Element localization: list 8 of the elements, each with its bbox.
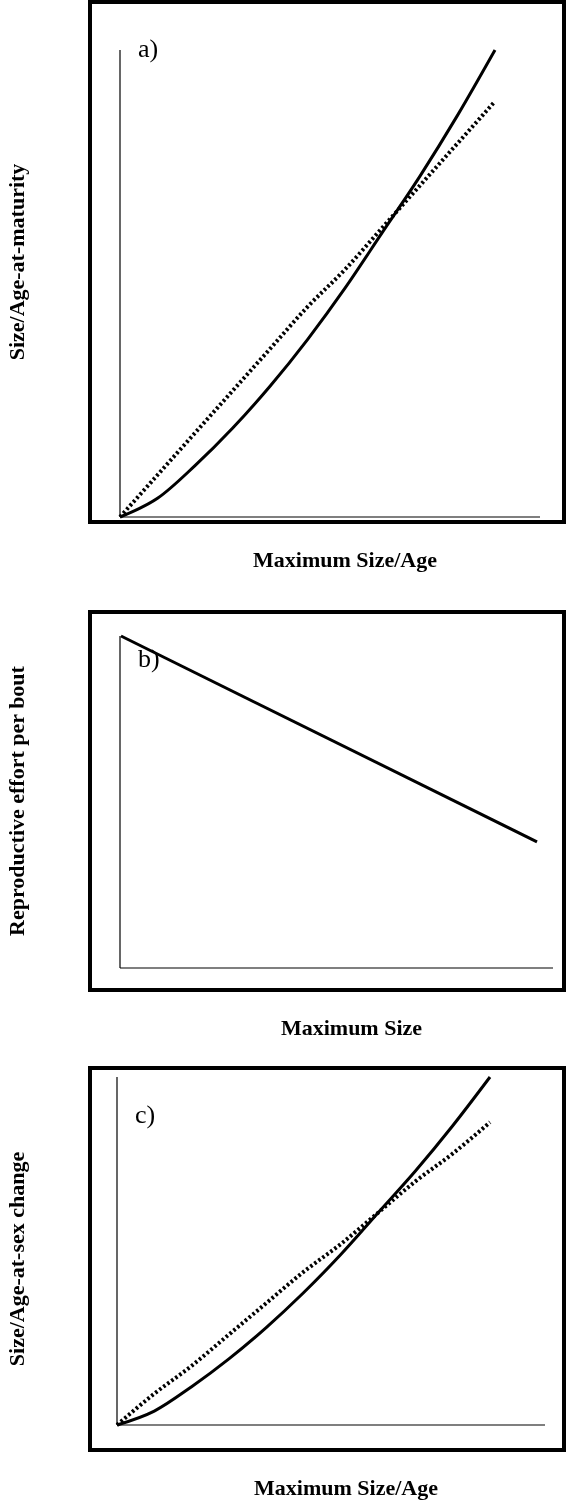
y-axis-title: Size/Age-at-maturity <box>4 163 29 361</box>
annotation: a) <box>138 34 159 63</box>
x-axis-title: Maximum Size/Age <box>253 547 438 572</box>
y-axis-title: Reproductive effort per bout <box>4 665 29 936</box>
x-axis-title: Maximum Size/Age <box>254 1475 439 1500</box>
annotation: c) <box>135 1100 156 1129</box>
y-axis-title: Size/Age-at-sex change <box>4 1151 29 1367</box>
x-axis-title: Maximum Size <box>280 1015 423 1040</box>
